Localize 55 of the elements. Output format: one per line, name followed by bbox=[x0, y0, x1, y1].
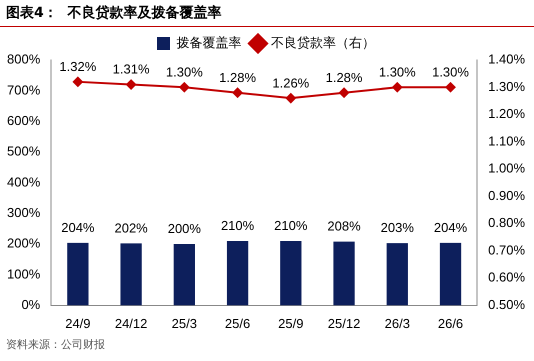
y2-tick-label: 1.30% bbox=[488, 78, 526, 94]
data-label: 1.31% bbox=[112, 62, 150, 77]
text: 资料来源：公司财报 bbox=[5, 337, 106, 353]
data-label: 204% bbox=[434, 220, 468, 235]
point bbox=[392, 82, 402, 92]
point bbox=[72, 76, 83, 87]
y-tick-label: 500% bbox=[7, 144, 41, 159]
y2-tick-label: 0.60% bbox=[488, 270, 526, 285]
data-label: 1.30% bbox=[166, 64, 204, 80]
y2-tick-label: 0.50% bbox=[488, 296, 526, 312]
y-tick-label: 400% bbox=[7, 174, 41, 190]
data-label: 203% bbox=[380, 220, 414, 236]
y-tick-label: 300% bbox=[7, 204, 41, 220]
y-tick-label: 200% bbox=[7, 236, 41, 251]
chart-title: 图表4： 不良贷款率及拨备覆盖率 bbox=[0, 0, 534, 27]
data-label: 1.32% bbox=[59, 58, 97, 74]
point bbox=[446, 82, 456, 92]
y-tick-label: 600% bbox=[7, 112, 41, 128]
legend-label: 拨备覆盖率 bbox=[176, 35, 242, 50]
point bbox=[232, 88, 243, 98]
data-label: 1.26% bbox=[272, 75, 310, 90]
y2-tick-label: 1.00% bbox=[488, 160, 526, 176]
x-tick-label: 26/6 bbox=[438, 316, 464, 331]
y2-tick-label: 0.80% bbox=[488, 215, 526, 230]
data-label: 210% bbox=[274, 218, 308, 234]
x-tick-label: 25/9 bbox=[278, 316, 304, 331]
y2-tick-label: 0.70% bbox=[488, 242, 526, 258]
data-label: 204% bbox=[61, 220, 95, 235]
y-tick-label: 700% bbox=[7, 82, 41, 98]
x-tick-label: 24/9 bbox=[65, 316, 91, 331]
data-label: 1.30% bbox=[432, 64, 470, 80]
y2-tick-label: 1.20% bbox=[488, 106, 526, 122]
point bbox=[339, 88, 350, 98]
y2-tick-label: 1.40% bbox=[488, 52, 526, 67]
y-tick-label: 0% bbox=[21, 296, 41, 312]
legend-label: 不良贷款率（右） bbox=[271, 35, 375, 50]
x-tick-label: 25/3 bbox=[172, 316, 197, 331]
y-tick-label: 100% bbox=[7, 266, 41, 282]
y2-tick-label: 0.90% bbox=[488, 188, 526, 203]
data-label: 210% bbox=[220, 218, 255, 234]
y-tick-label: 800% bbox=[7, 52, 41, 67]
point bbox=[286, 93, 296, 104]
data-label: 1.28% bbox=[326, 70, 363, 85]
y2-tick-label: 1.10% bbox=[488, 133, 526, 148]
data-label: 200% bbox=[168, 221, 202, 236]
x-tick-label: 25/6 bbox=[224, 316, 250, 331]
point bbox=[126, 80, 136, 90]
x-tick-label: 24/12 bbox=[114, 316, 148, 331]
x-tick-label: 25/12 bbox=[328, 316, 360, 331]
data-label: 1.28% bbox=[219, 70, 256, 85]
data-label: 208% bbox=[327, 218, 362, 234]
data-label: 202% bbox=[114, 220, 148, 236]
data-label: 1.30% bbox=[378, 64, 416, 80]
x-tick-label: 26/3 bbox=[384, 316, 410, 331]
point bbox=[179, 82, 190, 92]
